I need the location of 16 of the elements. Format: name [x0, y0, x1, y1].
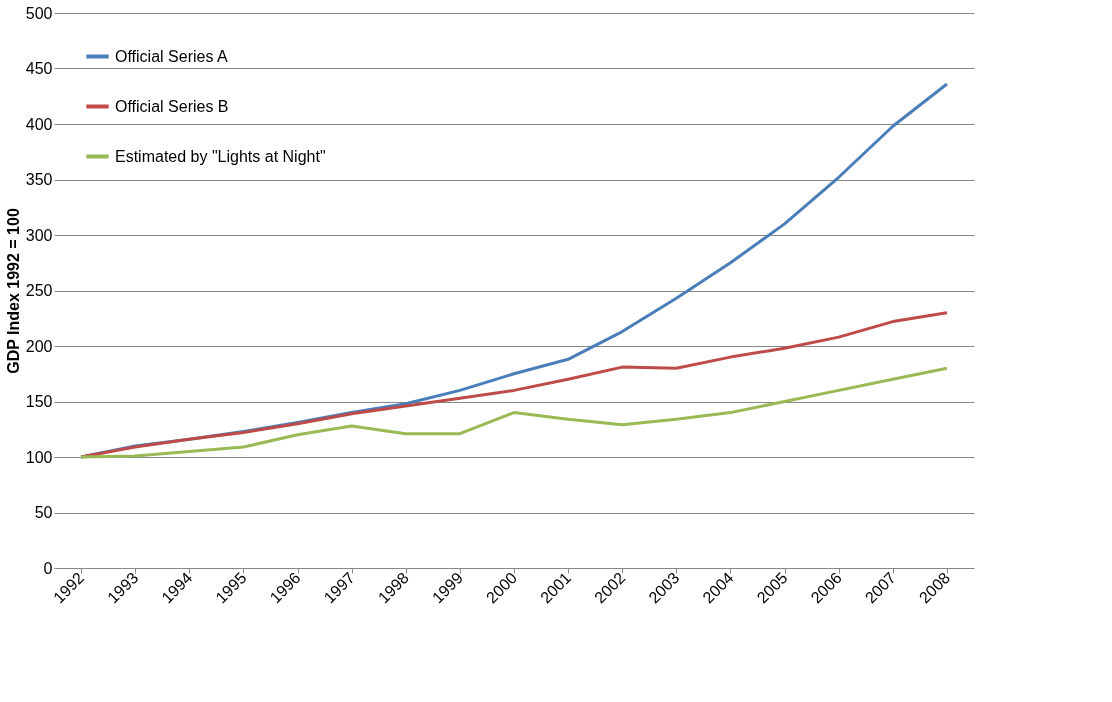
- y-tick-label: 300: [25, 226, 53, 244]
- line-series: [79, 366, 949, 459]
- y-tick-label: 450: [25, 60, 53, 77]
- y-tick-label: 500: [25, 4, 53, 22]
- y-tick-label: 150: [25, 393, 53, 410]
- legend-label: Official Series B: [115, 97, 229, 115]
- y-tick-label: 400: [25, 115, 53, 133]
- y-tick-label: 200: [25, 337, 53, 355]
- y-tick-label: 50: [34, 504, 53, 521]
- y-tick-label: 250: [25, 282, 53, 299]
- y-tick-label: 350: [25, 171, 53, 188]
- legend-label: Estimated by "Lights at Night": [115, 147, 326, 165]
- legend-label: Official Series A: [115, 47, 228, 65]
- y-tick-label: 100: [25, 448, 53, 466]
- y-axis-title: GDP Index 1992 = 100: [4, 208, 22, 374]
- y-tick-label: 0: [43, 559, 53, 577]
